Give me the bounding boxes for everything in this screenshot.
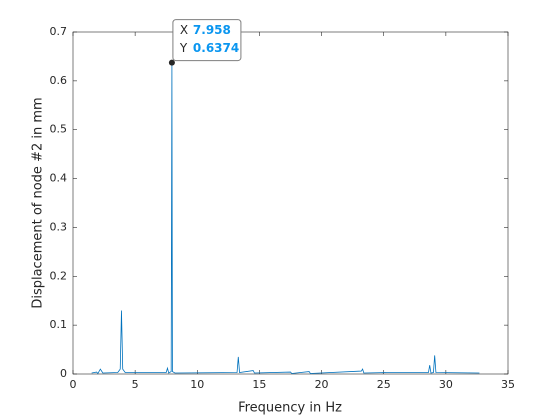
x-tick-label: 35 xyxy=(501,378,515,391)
y-tick-label: 0.4 xyxy=(50,172,68,185)
x-tick-label: 15 xyxy=(252,378,266,391)
y-axis-label: Displacement of node #2 in mm xyxy=(31,97,46,308)
x-tick-label: 30 xyxy=(439,378,453,391)
y-tick-label: 0.7 xyxy=(50,25,68,38)
datatip-x-value: 7.958 xyxy=(193,23,231,37)
datatip-marker xyxy=(168,59,175,66)
x-tick-label: 25 xyxy=(377,378,391,391)
x-tick-label: 0 xyxy=(70,378,77,391)
datatip-y-name: Y xyxy=(179,41,188,55)
x-tick-label: 10 xyxy=(190,378,204,391)
plot-area xyxy=(72,31,509,375)
x-axis-label: Frequency in Hz xyxy=(238,401,342,416)
y-tick-label: 0.5 xyxy=(50,123,68,136)
y-tick-label: 0 xyxy=(60,367,67,380)
y-tick-label: 0.3 xyxy=(50,220,68,233)
y-tick-label: 0.1 xyxy=(50,318,68,331)
y-tick-label: 0.6 xyxy=(50,74,68,87)
datatip: X 7.958 Y 0.6374 xyxy=(172,19,242,62)
datatip-x-name: X xyxy=(180,23,188,37)
x-tick-label: 20 xyxy=(315,378,329,391)
x-tick-label: 5 xyxy=(132,378,139,391)
datatip-y-value: 0.6374 xyxy=(193,41,239,55)
datatip-box xyxy=(172,19,242,62)
data-line xyxy=(91,62,480,375)
y-tick-label: 0.2 xyxy=(50,269,68,282)
